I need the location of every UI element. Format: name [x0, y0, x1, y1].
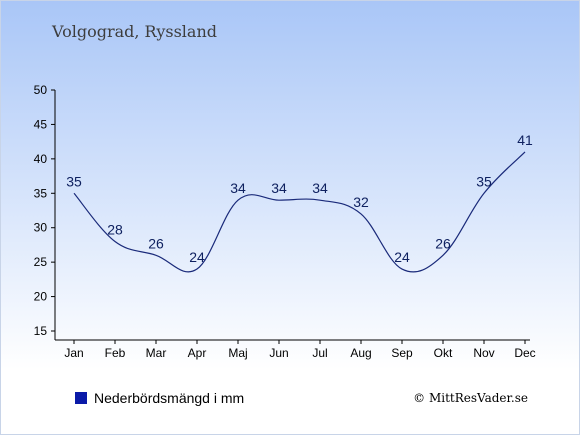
data-label: 28	[107, 221, 123, 237]
y-tick-label: 50	[34, 83, 48, 97]
x-tick-label: Nov	[473, 346, 494, 360]
x-tick-label: Dec	[514, 346, 535, 360]
data-label: 26	[148, 235, 164, 251]
y-tick-label: 45	[34, 117, 48, 131]
data-label: 35	[66, 173, 82, 189]
y-tick-label: 30	[34, 221, 48, 235]
series-line	[73, 151, 526, 273]
y-tick-label: 35	[34, 186, 48, 200]
y-tick-label: 15	[34, 324, 48, 338]
data-labels: 35 28 26 24 34 34 34 32 24 26 35 41	[66, 132, 533, 265]
x-tick-label: Jun	[269, 346, 288, 360]
data-label: 35	[476, 173, 492, 189]
data-label: 41	[517, 132, 533, 148]
x-tick-label: Jan	[64, 346, 83, 360]
data-label: 26	[435, 235, 451, 251]
x-axis-ticks: Jan Feb Mar Apr Maj Jun Jul Aug Sep Okt Nov Dec	[64, 340, 536, 360]
data-label: 32	[353, 194, 369, 210]
x-tick-label: Jul	[312, 346, 327, 360]
x-tick-label: Feb	[105, 346, 126, 360]
y-tick-label: 25	[34, 255, 48, 269]
x-tick-label: Maj	[228, 346, 247, 360]
data-label: 34	[230, 180, 246, 196]
x-tick-label: Mar	[146, 346, 167, 360]
legend-label: Nederbördsmängd i mm	[94, 390, 244, 406]
x-tick-label: Apr	[188, 346, 207, 360]
series-group	[73, 151, 526, 273]
x-tick-label: Sep	[391, 346, 413, 360]
y-axis-ticks: 15 20 25 30 35 40 45 50	[34, 83, 55, 338]
chart-title: Volgograd, Ryssland	[51, 22, 217, 41]
legend-swatch	[75, 392, 87, 404]
data-label: 24	[189, 249, 205, 265]
y-tick-label: 40	[34, 152, 48, 166]
data-label: 34	[312, 180, 328, 196]
x-tick-label: Aug	[350, 346, 371, 360]
y-tick-label: 20	[34, 290, 48, 304]
credit-text: © MittResVader.se	[413, 391, 528, 405]
data-label: 24	[394, 249, 410, 265]
data-label: 34	[271, 180, 287, 196]
x-tick-label: Okt	[434, 346, 453, 360]
